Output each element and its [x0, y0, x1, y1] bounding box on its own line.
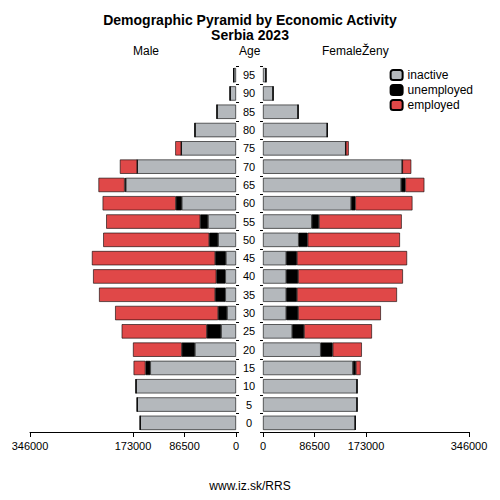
- svg-text:346000: 346000: [12, 440, 49, 452]
- svg-text:Age: Age: [239, 44, 261, 58]
- svg-text:86500: 86500: [169, 440, 200, 452]
- svg-text:0: 0: [260, 440, 266, 452]
- svg-text:www.iz.sk/RRS: www.iz.sk/RRS: [208, 479, 290, 493]
- svg-text:35: 35: [243, 289, 255, 301]
- svg-text:50: 50: [243, 234, 255, 246]
- svg-text:80: 80: [243, 124, 255, 136]
- svg-text:40: 40: [243, 270, 255, 282]
- svg-text:90: 90: [243, 87, 255, 99]
- svg-text:10: 10: [243, 380, 255, 392]
- svg-text:55: 55: [243, 216, 255, 228]
- svg-text:20: 20: [243, 344, 255, 356]
- svg-text:86500: 86500: [299, 440, 330, 452]
- svg-text:60: 60: [243, 197, 255, 209]
- svg-text:Male: Male: [133, 44, 159, 58]
- svg-text:employed: employed: [408, 98, 460, 112]
- svg-text:173000: 173000: [115, 440, 152, 452]
- svg-text:65: 65: [243, 179, 255, 191]
- svg-text:75: 75: [243, 142, 255, 154]
- svg-text:unemployed: unemployed: [408, 83, 473, 97]
- svg-text:85: 85: [243, 106, 255, 118]
- svg-text:25: 25: [243, 325, 255, 337]
- svg-text:15: 15: [243, 362, 255, 374]
- svg-text:5: 5: [246, 399, 252, 411]
- svg-text:inactive: inactive: [408, 68, 449, 82]
- svg-text:45: 45: [243, 252, 255, 264]
- svg-text:346000: 346000: [451, 440, 488, 452]
- svg-text:70: 70: [243, 161, 255, 173]
- svg-text:Demographic Pyramid by Economi: Demographic Pyramid by Economic Activity: [103, 12, 397, 28]
- svg-text:95: 95: [243, 69, 255, 81]
- svg-text:0: 0: [233, 440, 239, 452]
- svg-text:Serbia 2023: Serbia 2023: [211, 27, 289, 43]
- svg-text:0: 0: [246, 417, 252, 429]
- svg-text:FemaleŽeny: FemaleŽeny: [322, 43, 389, 58]
- svg-text:173000: 173000: [348, 440, 385, 452]
- svg-text:30: 30: [243, 307, 255, 319]
